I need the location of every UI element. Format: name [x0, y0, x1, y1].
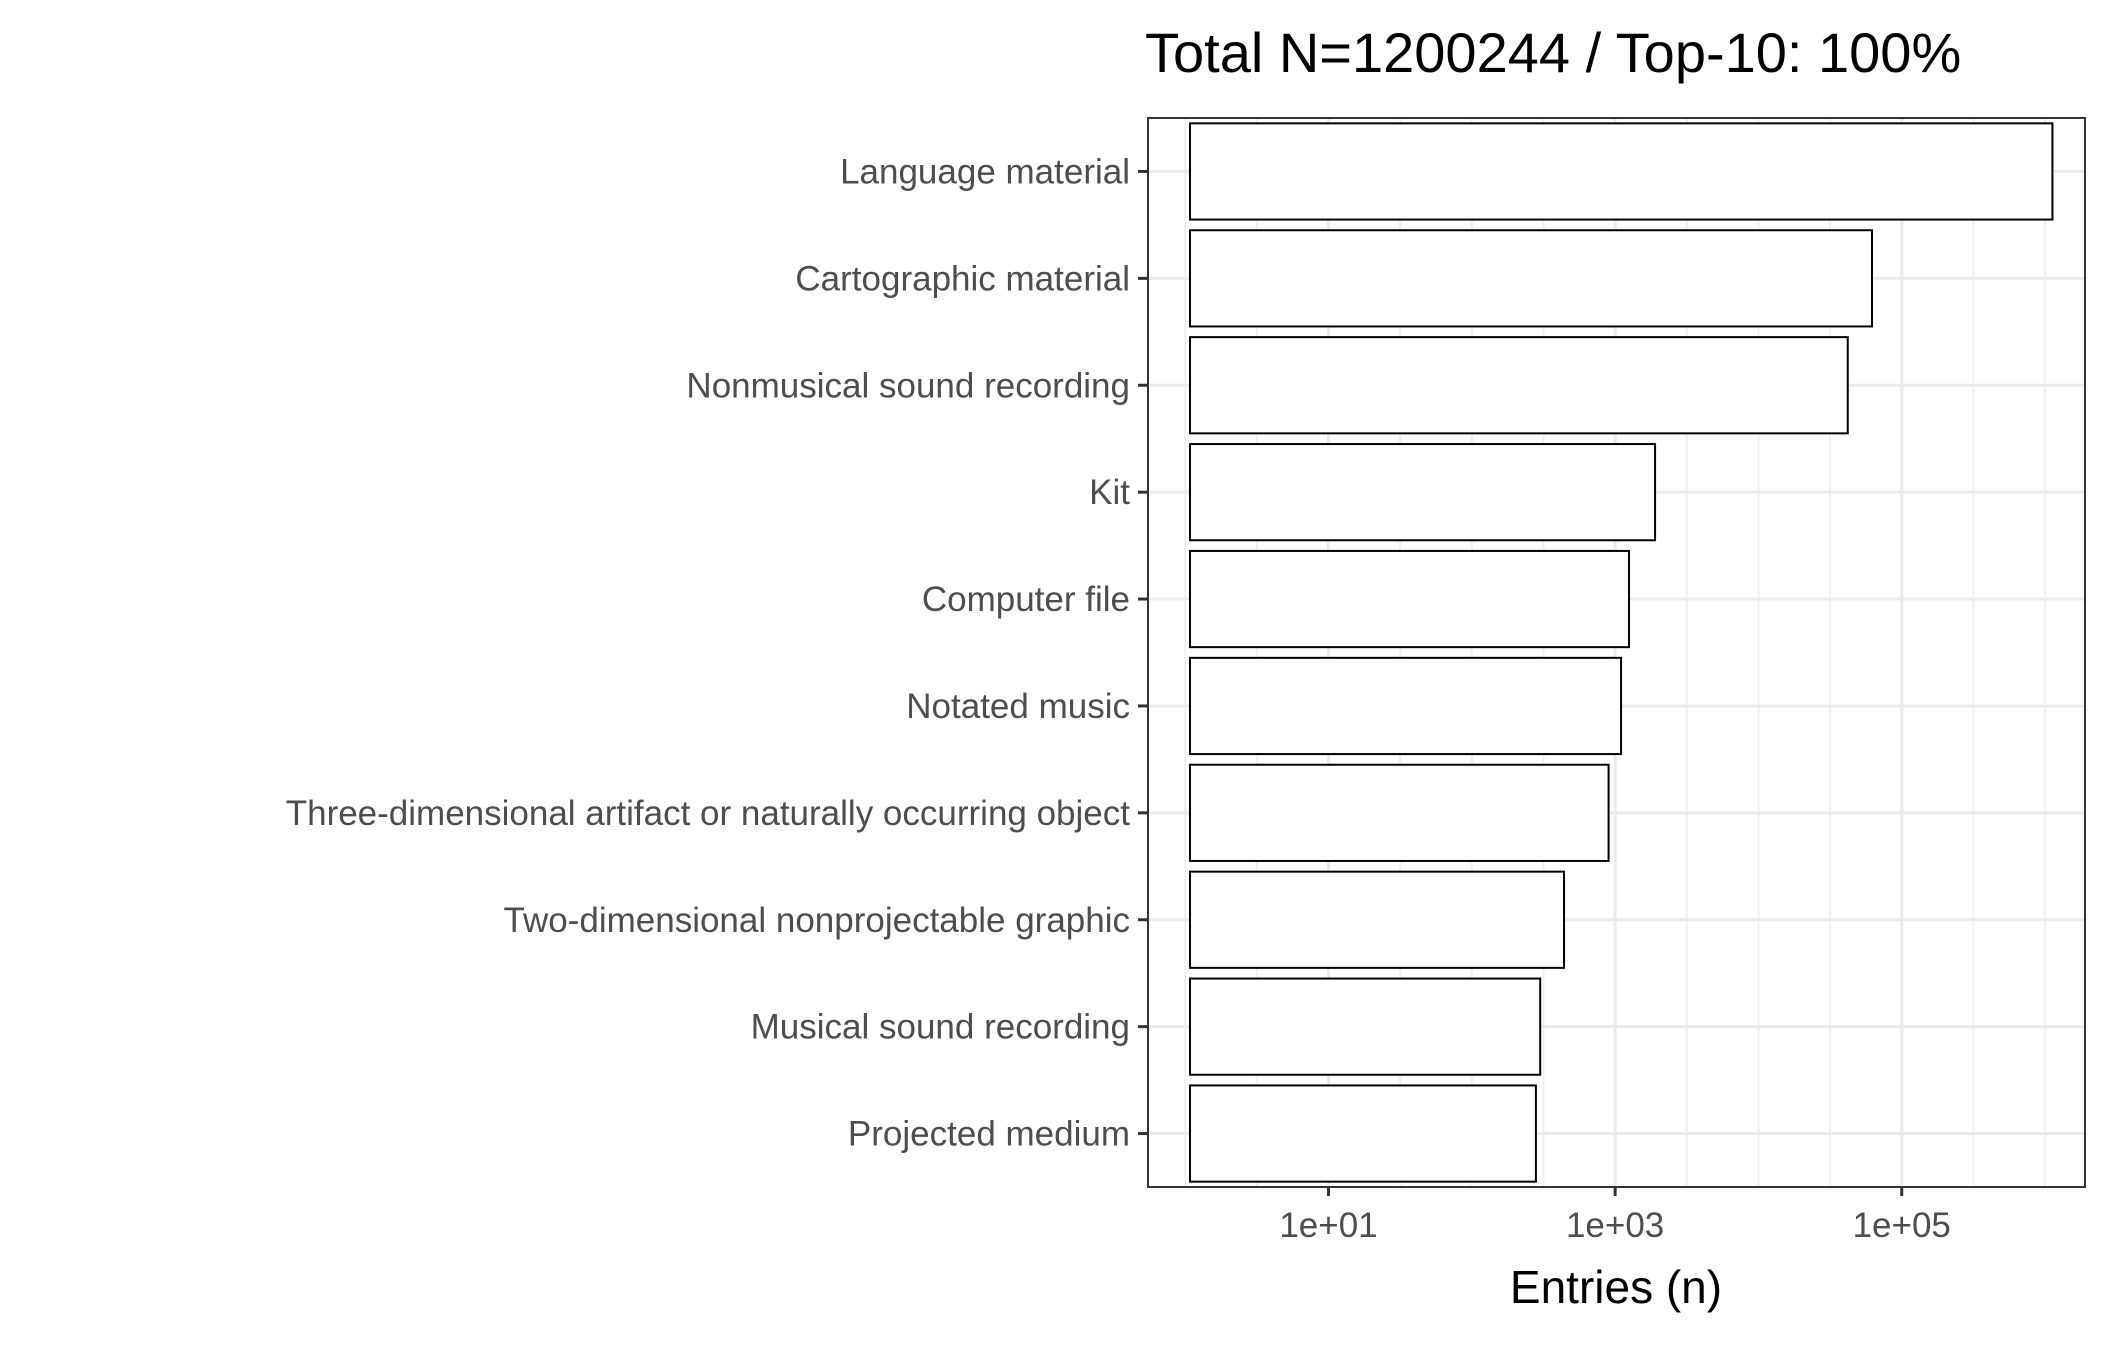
y-tick-label: Language material [840, 152, 1130, 191]
axis-layer: 1e+01 1e+03 1e+05 Language material Cartogra… [286, 152, 1951, 1245]
bar [1189, 977, 1542, 1076]
bar [1189, 763, 1610, 862]
bar [1189, 656, 1623, 756]
y-tick-label: Projected medium [848, 1115, 1130, 1154]
bar [1189, 443, 1657, 542]
y-tick-label: Musical sound recording [751, 1008, 1130, 1047]
x-tick-label: 1e+03 [1566, 1206, 1664, 1245]
bar [1189, 122, 2054, 221]
y-tick-label: Kit [1089, 473, 1130, 512]
y-tick-label: Two-dimensional nonprojectable graphic [504, 901, 1130, 940]
x-tick-label: 1e+05 [1853, 1206, 1951, 1245]
y-tick-label: Cartographic material [795, 259, 1130, 298]
x-tick-label: 1e+01 [1279, 1206, 1377, 1245]
bar [1189, 1084, 1537, 1183]
y-tick-label: Three-dimensional artifact or naturally … [286, 794, 1131, 833]
chart-title: Total N=1200244 / Top-10: 100% [1145, 21, 1961, 84]
bar [1189, 870, 1566, 969]
y-tick-label: Computer file [922, 580, 1130, 619]
y-tick-label: Notated music [906, 687, 1130, 726]
x-axis-title: Entries (n) [1510, 1261, 1722, 1313]
bar [1189, 229, 1873, 328]
bar [1189, 336, 1849, 435]
bar-layer [1189, 122, 2054, 1183]
bar [1189, 549, 1631, 649]
y-tick-label: Nonmusical sound recording [686, 366, 1130, 405]
